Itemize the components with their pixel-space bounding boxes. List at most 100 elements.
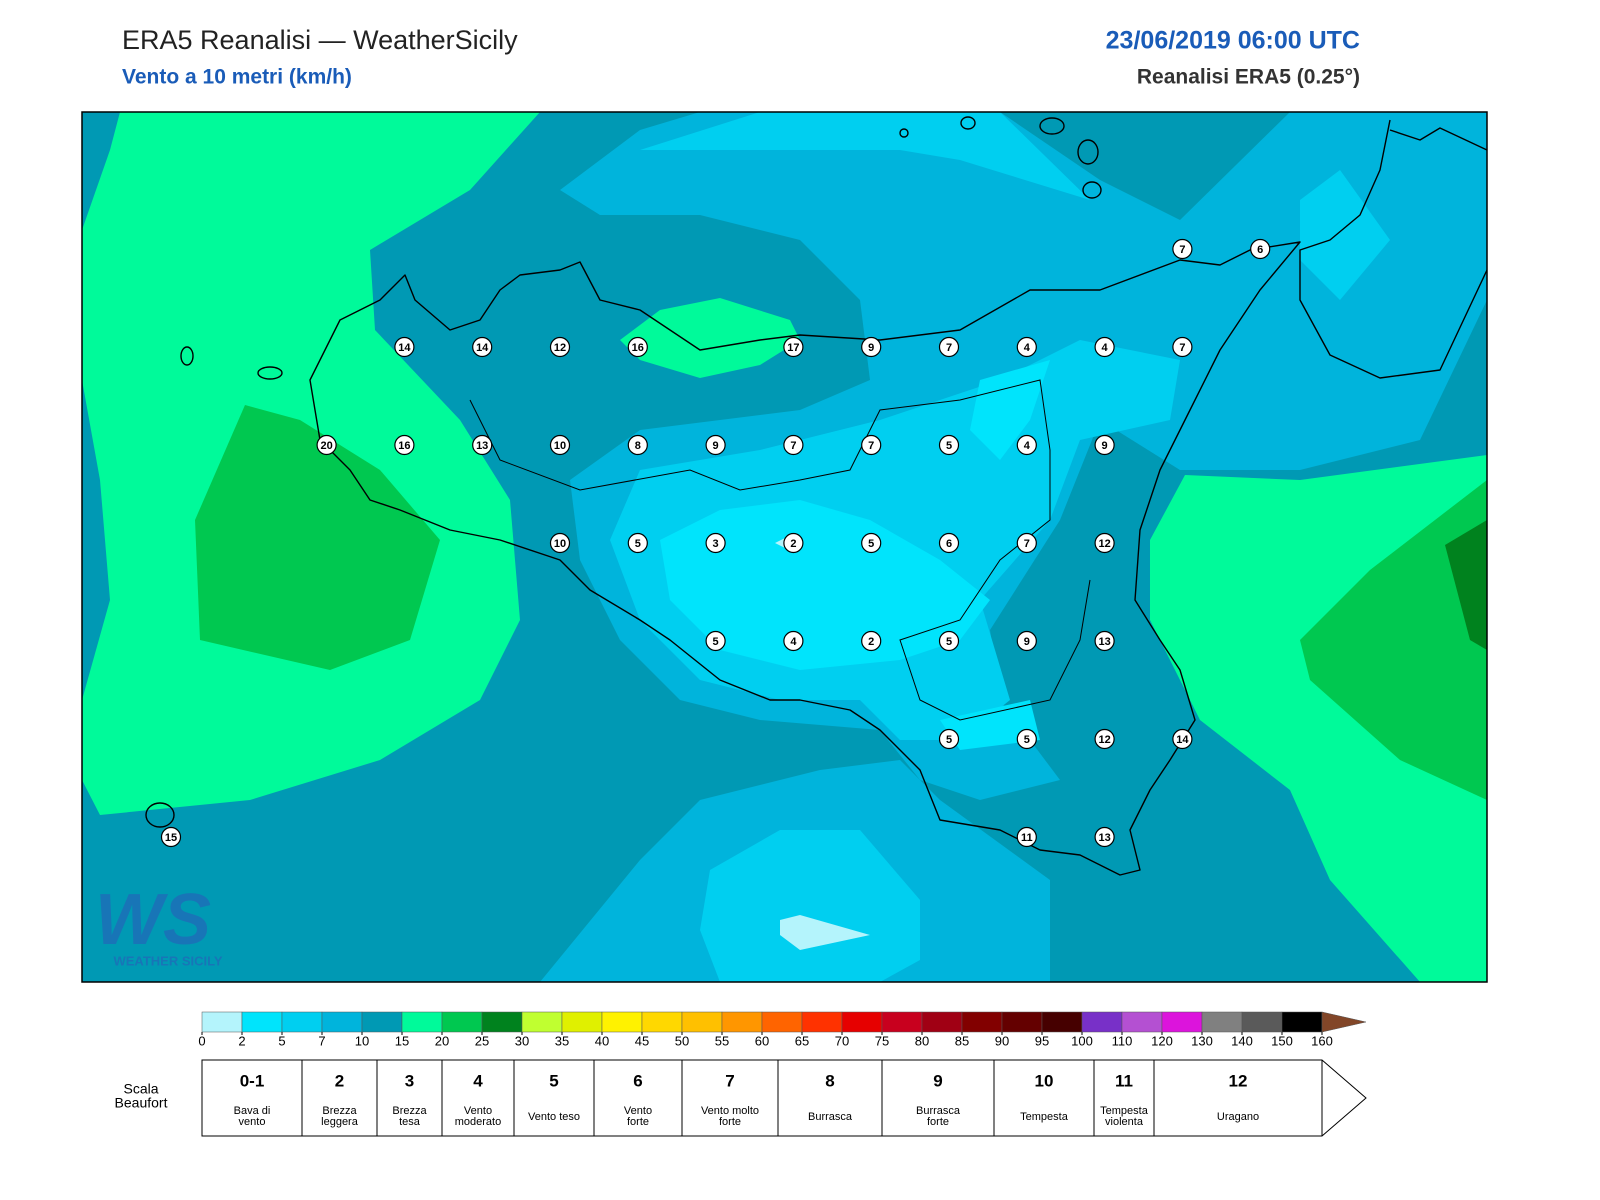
beaufort-desc: forte — [927, 1116, 949, 1128]
colorbar-bin — [1041, 1011, 1083, 1033]
colorbar-tick-label: 2 — [238, 1033, 245, 1048]
field-5-7 — [1300, 170, 1390, 300]
station-value: 3 — [713, 538, 719, 550]
station-value: 13 — [1098, 832, 1110, 844]
colorbar-tick-label: 60 — [755, 1033, 769, 1048]
colorbar-bin — [561, 1011, 603, 1033]
station-marker — [1250, 238, 1271, 260]
colorbar-bin — [1281, 1011, 1323, 1033]
colorbar-bin — [1121, 1011, 1163, 1033]
sicily-coastline — [309, 241, 1301, 876]
station-marker — [1094, 630, 1115, 652]
calabria-coastline — [1389, 127, 1487, 151]
station-value: 13 — [476, 440, 488, 452]
station-marker — [316, 434, 337, 456]
island — [960, 116, 976, 130]
beaufort-force: 6 — [633, 1071, 642, 1090]
station-value: 17 — [787, 342, 799, 354]
colorbar-bin — [1001, 1011, 1043, 1033]
station-value: 5 — [946, 734, 952, 746]
colorbar-bin — [241, 1011, 283, 1033]
station-marker — [783, 532, 804, 554]
island — [1039, 117, 1065, 135]
station-value: 9 — [713, 440, 719, 452]
station-value: 12 — [554, 342, 566, 354]
station-marker — [1094, 826, 1115, 848]
colorbar-tick-label: 110 — [1112, 1033, 1133, 1048]
station-value: 5 — [713, 636, 719, 648]
colorbar-tick-label: 50 — [675, 1033, 689, 1048]
field-0-2 — [775, 538, 785, 548]
station-value: 16 — [632, 342, 644, 354]
station-value: 16 — [398, 440, 410, 452]
station-marker — [627, 434, 648, 456]
field-20-25 — [195, 405, 440, 670]
beaufort-force: 9 — [933, 1071, 942, 1090]
station-value: 2 — [790, 538, 796, 550]
station-marker — [938, 434, 960, 456]
beaufort-force: 0-1 — [240, 1071, 265, 1090]
colorbar-bin — [441, 1011, 483, 1033]
map-frame — [81, 111, 1488, 983]
colorbar-bin — [321, 1011, 363, 1033]
island — [180, 346, 194, 366]
beaufort-force: 8 — [825, 1071, 834, 1090]
colorbar-tick-label: 65 — [795, 1033, 809, 1048]
beaufort-desc: Burrasca — [808, 1111, 853, 1123]
island — [1082, 181, 1102, 199]
station-marker — [783, 434, 804, 456]
station-marker — [549, 336, 571, 358]
station-marker — [705, 532, 726, 554]
station-value: 13 — [1098, 636, 1110, 648]
datetime: 23/06/2019 06:00 UTC — [1106, 27, 1360, 55]
beaufort-desc: Vento — [624, 1105, 652, 1117]
station-value: 12 — [1098, 538, 1110, 550]
station-value: 4 — [1102, 342, 1109, 354]
station-marker — [1016, 532, 1037, 554]
colorbar-bin — [481, 1011, 523, 1033]
station-value: 9 — [868, 342, 874, 354]
field-15-20 — [620, 298, 800, 378]
station-value: 7 — [946, 342, 952, 354]
colorbar-tick-label: 130 — [1191, 1033, 1213, 1048]
colorbar-tick-label: 55 — [715, 1033, 729, 1048]
colorbar-bin — [841, 1011, 883, 1033]
station-marker — [1094, 434, 1115, 456]
province-border — [469, 379, 1091, 721]
colorbar-tick-label: 20 — [435, 1033, 449, 1048]
field-5-7 — [700, 830, 920, 982]
colorbar-bin — [1241, 1011, 1283, 1033]
beaufort-desc: violenta — [1105, 1116, 1144, 1128]
field-20-25 — [1300, 480, 1487, 800]
station-value: 14 — [398, 342, 411, 354]
colorbar-bin — [961, 1011, 1003, 1033]
colorbar-tick-label: 85 — [955, 1033, 969, 1048]
station-marker — [938, 728, 960, 750]
colorbar-tick-label: 7 — [318, 1033, 325, 1048]
beaufort-label: Scala — [123, 1081, 158, 1097]
station-marker — [1016, 336, 1037, 358]
station-marker — [1016, 630, 1037, 652]
station-marker — [1172, 238, 1193, 260]
station-value: 10 — [554, 440, 566, 452]
colorbar-bin — [201, 1011, 243, 1033]
station-marker — [861, 434, 882, 456]
colorbar-tick-label: 160 — [1311, 1033, 1333, 1048]
colorbar-tick-label: 10 — [355, 1033, 369, 1048]
colorbar-tick-label: 150 — [1271, 1033, 1293, 1048]
station-marker — [938, 532, 960, 554]
field-2-5 — [970, 360, 1050, 460]
beaufort-desc: Burrasca — [916, 1105, 961, 1117]
colorbar-bin — [721, 1011, 763, 1033]
colorbar-extend — [1321, 1011, 1367, 1033]
station-marker — [705, 434, 726, 456]
wind-values: 7 6 14 14 12 16 17 9 7 4 4 7 20 16 13 10 8 9 7 7 5 4 9 10 5 3 2 5 6 7… — [160, 238, 1271, 848]
field-5-7 — [640, 112, 1090, 200]
beaufort-desc: tesa — [399, 1116, 421, 1128]
calabria-coastline — [1299, 119, 1487, 379]
source: Reanalisi ERA5 (0.25°) — [1137, 66, 1360, 89]
beaufort-desc: forte — [627, 1116, 649, 1128]
station-marker — [783, 630, 804, 652]
station-marker — [938, 630, 960, 652]
station-marker — [861, 630, 882, 652]
